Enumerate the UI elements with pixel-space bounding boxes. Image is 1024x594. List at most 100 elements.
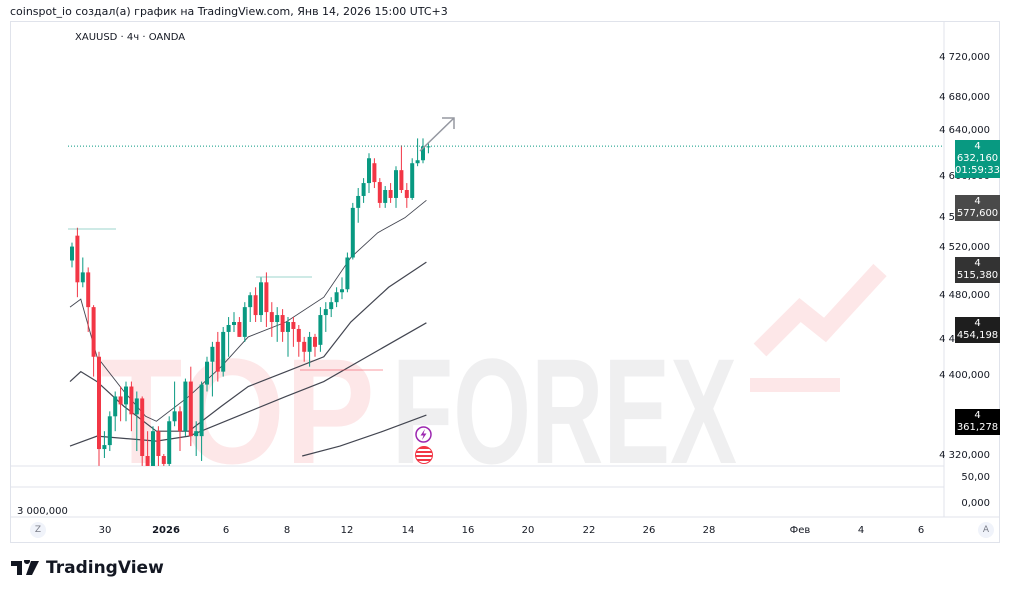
- candle-body: [242, 307, 247, 337]
- us-flag-event-icon[interactable]: [415, 446, 433, 464]
- ma-tag-4: 4 361,278: [955, 409, 1000, 435]
- time-label: 2026: [152, 525, 180, 536]
- candle-body: [421, 146, 425, 161]
- candle-body: [237, 322, 242, 337]
- price-label: 4 320,000: [939, 450, 990, 461]
- candle-body: [140, 398, 145, 456]
- ma-tag-3: 4 454,198: [955, 317, 1000, 343]
- candle-body: [296, 328, 301, 342]
- candle-body: [356, 195, 361, 208]
- ma-tag-1: 4 577,600: [955, 195, 1000, 221]
- candle-body: [91, 307, 96, 357]
- ma-tag-2: 4 515,380: [955, 257, 1000, 283]
- candle-body: [107, 416, 112, 446]
- trend-arrow: [419, 117, 455, 152]
- candle-body: [345, 257, 350, 290]
- time-label: Фев: [789, 525, 811, 536]
- moving-average-line: [69, 322, 427, 447]
- candle-body: [323, 309, 328, 316]
- candle-body: [194, 431, 199, 437]
- tradingview-logo-icon: [11, 560, 39, 575]
- watermark-top: TOP: [100, 327, 375, 495]
- time-label: 30: [98, 525, 112, 536]
- price-label: 4 640,000: [939, 125, 990, 136]
- candle-body: [259, 282, 263, 316]
- candle-body: [340, 289, 344, 293]
- zoom-reset-button[interactable]: Z: [30, 522, 46, 538]
- price-label: 4 680,000: [939, 92, 990, 103]
- candle-body: [286, 322, 290, 332]
- candle-body: [178, 411, 182, 432]
- current-price: 4 632,160: [956, 141, 999, 164]
- candle-body: [215, 341, 220, 372]
- candle-body: [334, 292, 339, 303]
- candle-body: [70, 246, 74, 261]
- candle-body: [367, 158, 371, 184]
- candle-body: [145, 456, 150, 466]
- candle-body: [167, 421, 172, 464]
- candle-body: [134, 398, 139, 415]
- candle-body: [253, 295, 258, 316]
- bar-countdown: 01:59:33: [955, 165, 1000, 176]
- time-label: 6: [222, 525, 230, 536]
- candle-body: [399, 170, 404, 191]
- candle-body: [183, 381, 188, 432]
- candle-body: [188, 381, 193, 437]
- candle-body: [80, 272, 85, 283]
- time-label: 16: [461, 525, 475, 536]
- moving-average-line: [302, 414, 427, 457]
- lightning-event-icon[interactable]: [415, 426, 432, 443]
- candle-body: [118, 396, 123, 405]
- tradingview-logo[interactable]: TradingView: [11, 558, 164, 578]
- candle-body: [86, 272, 91, 308]
- watermark-forex: FOREX: [392, 327, 737, 495]
- candle-body: [410, 163, 415, 198]
- candle-body: [210, 346, 215, 362]
- candle-body: [269, 312, 274, 323]
- candle-body: [388, 190, 393, 198]
- candle-body: [248, 295, 253, 308]
- candle-body: [264, 282, 269, 313]
- candle-body: [302, 341, 307, 352]
- candle-body: [156, 431, 161, 456]
- candle-body: [307, 336, 312, 352]
- time-label: 8: [283, 525, 291, 536]
- candle-body: [221, 331, 226, 372]
- moving-average-line: [69, 199, 427, 422]
- time-label: 6: [917, 525, 925, 536]
- pane2-scale-label: 50,00: [961, 472, 990, 483]
- current-price-tag: 4 632,160 01:59:33: [955, 140, 1000, 178]
- symbol-title: XAUUSD · 4ч · OANDA: [75, 32, 186, 43]
- candle-body: [291, 322, 296, 329]
- candle-body: [226, 324, 231, 332]
- candle-body: [199, 384, 204, 437]
- moving-average-line: [69, 261, 427, 432]
- attribution-text: coinspot_io создал(а) график на TradingV…: [10, 5, 448, 18]
- candle-body: [372, 163, 377, 183]
- auto-scale-button[interactable]: A: [978, 522, 994, 538]
- tradingview-brand: TradingView: [46, 558, 164, 578]
- candle-body: [318, 315, 323, 345]
- candle-body: [383, 190, 388, 203]
- watermark-arrow-icon: [753, 263, 887, 357]
- candle-body: [205, 361, 209, 385]
- candle-body: [377, 182, 382, 203]
- candle-body: [75, 235, 80, 283]
- time-label: 14: [401, 525, 415, 536]
- time-label: 26: [642, 525, 656, 536]
- time-label: 28: [702, 525, 716, 536]
- pane3-scale-label: 0,000: [961, 498, 990, 509]
- candle-body: [172, 411, 177, 422]
- price-label: 4 400,000: [939, 370, 990, 381]
- candle-body: [161, 456, 166, 464]
- price-label: 4 480,000: [939, 290, 990, 301]
- pane3-left-label: 3 000,000: [17, 506, 68, 517]
- candle-body: [113, 396, 118, 417]
- time-label: 20: [521, 525, 535, 536]
- price-label: 4 720,000: [939, 52, 990, 63]
- candle-body: [350, 207, 355, 258]
- candle-body: [394, 170, 398, 198]
- time-label: 12: [340, 525, 354, 536]
